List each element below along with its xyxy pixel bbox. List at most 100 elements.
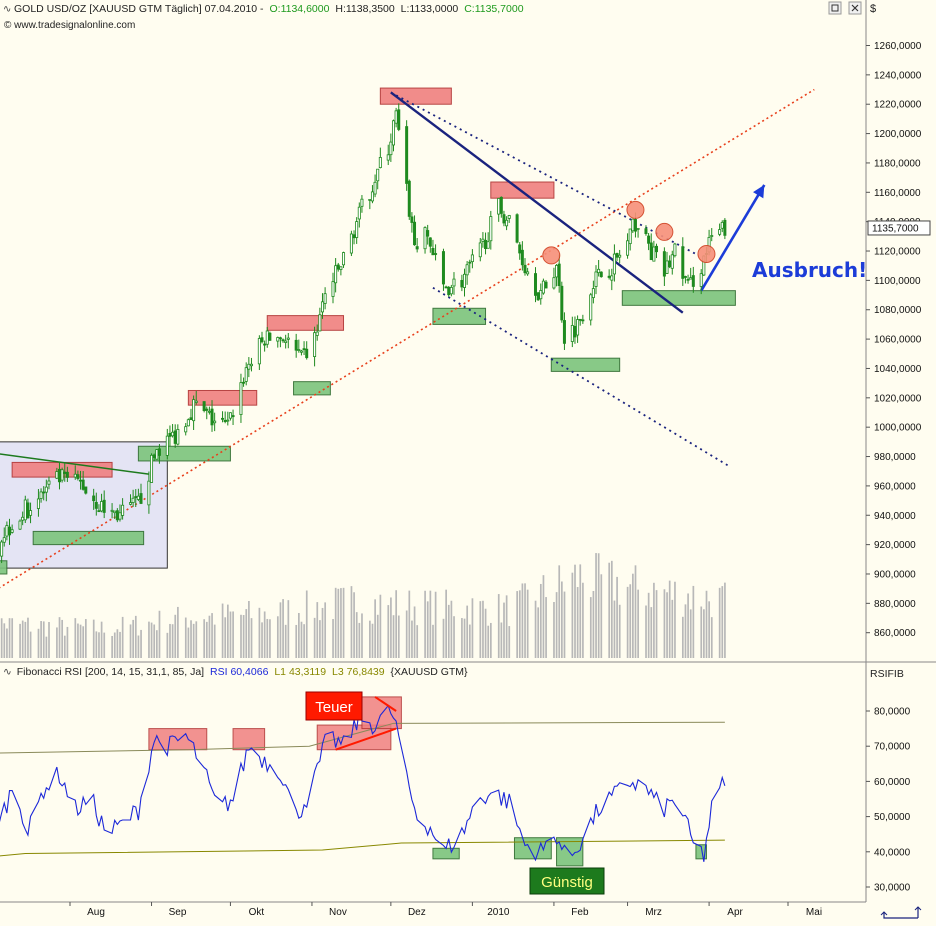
volume-bar — [150, 622, 153, 658]
close-value: C:1135,7000 — [464, 3, 524, 15]
candle-body — [518, 244, 522, 254]
volume-bar — [524, 583, 526, 658]
candle-body — [118, 512, 122, 520]
candle-body — [44, 486, 48, 493]
volume-bar — [3, 623, 6, 658]
candle-body — [318, 314, 322, 332]
volume-bar — [487, 625, 490, 658]
candle-body — [468, 261, 472, 264]
volume-bar — [558, 565, 561, 658]
support-box — [293, 381, 331, 396]
volume-bar — [629, 584, 632, 658]
price-tick-label: 960,0000 — [874, 481, 916, 492]
volume-bar — [545, 597, 547, 658]
volume-bar — [361, 613, 363, 658]
candle-body — [247, 363, 251, 370]
candle-body — [636, 227, 640, 230]
support-box — [137, 445, 231, 462]
volume-bar — [416, 625, 419, 658]
candle-body — [139, 493, 143, 504]
upper-channel-line — [390, 91, 699, 257]
candle-body — [478, 242, 482, 258]
volume-bar — [171, 624, 174, 658]
restore-window-button[interactable] — [828, 1, 842, 15]
volume-bar — [103, 632, 106, 658]
candle-body — [0, 541, 4, 557]
highlight-circle — [697, 244, 716, 263]
volume-bar — [369, 620, 371, 658]
candle-body — [723, 219, 727, 236]
volume-bar — [295, 624, 298, 658]
candle-body — [23, 499, 27, 521]
candle-body — [242, 381, 246, 384]
volume-bar — [84, 619, 87, 658]
chart-menu-icon[interactable]: ∿ — [3, 4, 11, 15]
volume-bar — [208, 615, 211, 658]
candle-body — [557, 263, 561, 286]
candle-body — [260, 337, 264, 343]
candle-body — [465, 264, 469, 276]
volume-bar — [11, 618, 14, 658]
candle-body — [552, 277, 556, 289]
candle-body — [426, 230, 430, 237]
rsi-header: ∿ Fibonacci RSI [200, 14, 15, 31,1, 85, … — [3, 666, 468, 678]
volume-bar — [618, 604, 621, 658]
volume-bar — [397, 615, 400, 658]
volume-bar — [466, 605, 469, 658]
volume-bar — [340, 588, 342, 658]
price-tick-label: 1040,0000 — [874, 364, 922, 375]
close-window-button[interactable] — [848, 1, 862, 15]
volume-bar — [358, 622, 361, 658]
candle-body — [607, 275, 611, 278]
volume-bar — [221, 603, 224, 658]
candle-body — [562, 320, 566, 344]
candle-body — [157, 448, 161, 456]
rsi-menu-icon[interactable]: ∿ — [3, 666, 12, 678]
volume-bar — [245, 609, 248, 658]
highlight-circle — [626, 200, 645, 219]
volume-bar — [613, 600, 616, 658]
rsi-l3-value: L3 76,8439 — [332, 666, 385, 678]
candle-body — [18, 520, 22, 530]
candle-body — [718, 229, 722, 235]
candle-body — [423, 227, 427, 250]
volume-bar — [484, 608, 487, 658]
volume-bar — [434, 591, 437, 658]
volume-bar — [647, 592, 650, 658]
candle-body — [147, 480, 151, 506]
price-tick-label: 1240,0000 — [874, 70, 922, 81]
candle-body — [470, 254, 474, 263]
volume-bar — [213, 624, 216, 658]
candle-body — [373, 181, 377, 195]
candle-body — [231, 415, 235, 418]
volume-bar — [671, 599, 674, 658]
volume-bar — [61, 619, 64, 658]
volume-bar — [390, 597, 392, 658]
volume-bar — [542, 575, 545, 658]
volume-bar — [674, 581, 676, 658]
support-box — [432, 307, 487, 325]
candle-body — [689, 277, 693, 280]
candle-body — [389, 141, 393, 156]
volume-bar — [595, 553, 597, 658]
support-box — [32, 530, 145, 546]
candle-body — [100, 501, 104, 512]
candle-body — [599, 271, 603, 278]
candle-body — [368, 198, 372, 201]
candle-body — [626, 240, 630, 256]
candle-body — [278, 337, 282, 340]
candle-body — [539, 290, 543, 300]
volume-bar — [242, 615, 245, 658]
volume-bar — [600, 574, 603, 658]
candle-body — [223, 420, 227, 422]
candle-body — [410, 216, 414, 223]
volume-bar — [184, 617, 187, 658]
candle-body — [134, 496, 138, 499]
volume-bar — [521, 583, 524, 658]
candle-body — [268, 332, 272, 341]
candle-body — [370, 191, 374, 202]
scroll-arrows-icon[interactable] — [880, 906, 922, 919]
candle-body — [631, 218, 635, 232]
volume-bar — [113, 632, 116, 658]
chart-header: GOLD USD/OZ [XAUUSD GTM Täglich] 07.04.2… — [14, 3, 524, 15]
